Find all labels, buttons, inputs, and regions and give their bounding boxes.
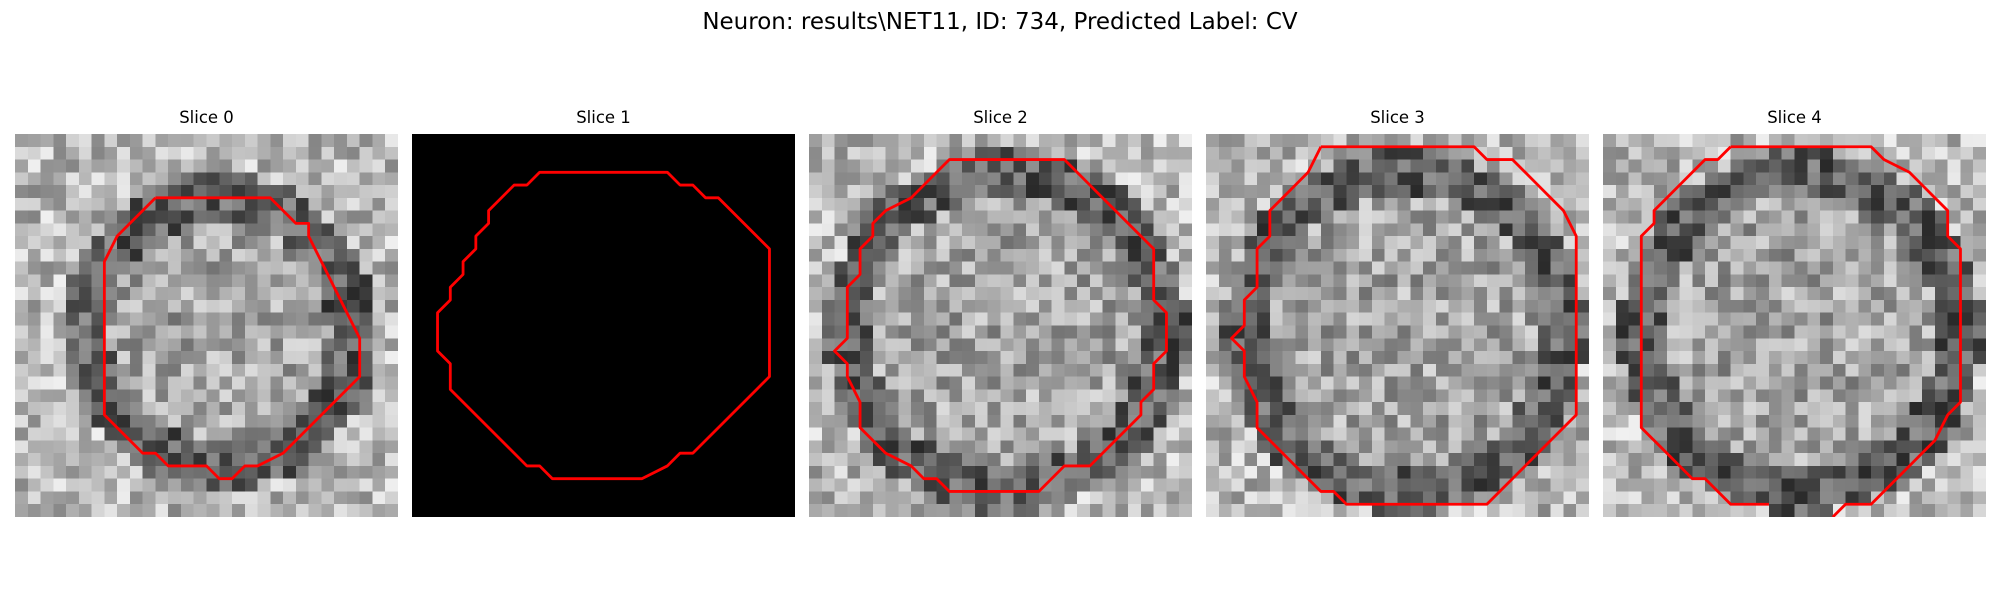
neuron-contour-1 bbox=[436, 170, 771, 481]
pixel-grid-0 bbox=[15, 134, 398, 517]
slice-title-3: Slice 3 bbox=[1370, 108, 1425, 127]
slice-title-2: Slice 2 bbox=[973, 108, 1028, 127]
neuron-contour-3 bbox=[1230, 145, 1578, 506]
slice-image-0 bbox=[15, 134, 398, 517]
slice-image-2 bbox=[809, 134, 1192, 517]
slice-panel-2: Slice 2 bbox=[809, 108, 1192, 517]
neuron-contour-4b bbox=[1639, 145, 1769, 506]
neuron-contour-0 bbox=[102, 196, 362, 481]
neuron-contour-4 bbox=[1730, 145, 1962, 517]
neuron-contour-2 bbox=[833, 158, 1168, 493]
pixel-grid-1 bbox=[412, 134, 795, 517]
slice-title-0: Slice 0 bbox=[179, 108, 234, 127]
pixel-grid-2 bbox=[809, 134, 1192, 517]
slice-image-4 bbox=[1603, 134, 1986, 517]
slice-panel-4: Slice 4 bbox=[1603, 108, 1986, 517]
slice-image-3 bbox=[1206, 134, 1589, 517]
slice-title-4: Slice 4 bbox=[1767, 108, 1822, 127]
figure-title: Neuron: results\NET11, ID: 734, Predicte… bbox=[702, 9, 1298, 35]
slice-panel-0: Slice 0 bbox=[15, 108, 398, 517]
slice-image-1 bbox=[412, 134, 795, 517]
pixel-grid-3 bbox=[1206, 134, 1589, 517]
slice-panel-3: Slice 3 bbox=[1206, 108, 1589, 517]
slice-title-1: Slice 1 bbox=[576, 108, 631, 127]
slice-panel-1: Slice 1 bbox=[412, 108, 795, 517]
